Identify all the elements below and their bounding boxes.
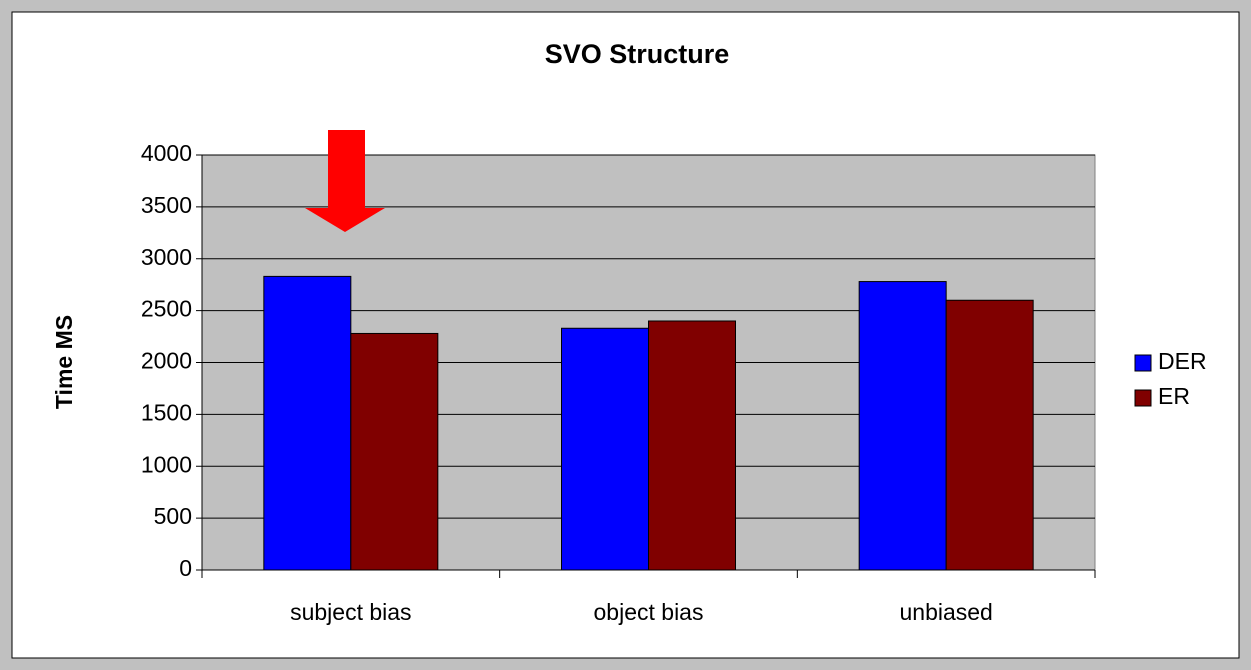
bar: [561, 327, 649, 571]
bar: [648, 320, 736, 571]
y-axis-title: Time MS: [51, 315, 77, 409]
bar: [263, 275, 352, 571]
y-tick-label: 500: [154, 503, 192, 529]
legend-label: DER: [1158, 348, 1207, 374]
chart-title: SVO Structure: [545, 39, 730, 69]
legend-swatch: [1134, 389, 1152, 407]
y-tick-label: 1000: [141, 451, 192, 477]
y-tick-label: 0: [179, 555, 192, 581]
x-tick-label: object bias: [594, 599, 704, 625]
y-tick-label: 3500: [141, 192, 192, 218]
legend-label: ER: [1158, 383, 1190, 409]
y-tick-label: 4000: [141, 140, 192, 166]
x-tick-label: unbiased: [899, 599, 992, 625]
y-tick-label: 2500: [141, 296, 192, 322]
x-tick-label: subject bias: [290, 599, 411, 625]
bar: [350, 332, 439, 571]
y-tick-label: 3000: [141, 244, 192, 270]
arrow: [305, 130, 385, 232]
y-tick-label: 1500: [141, 399, 192, 425]
legend-swatch: [1134, 354, 1152, 372]
bar: [858, 281, 947, 571]
y-tick-label: 2000: [141, 348, 192, 374]
bar: [945, 299, 1034, 571]
